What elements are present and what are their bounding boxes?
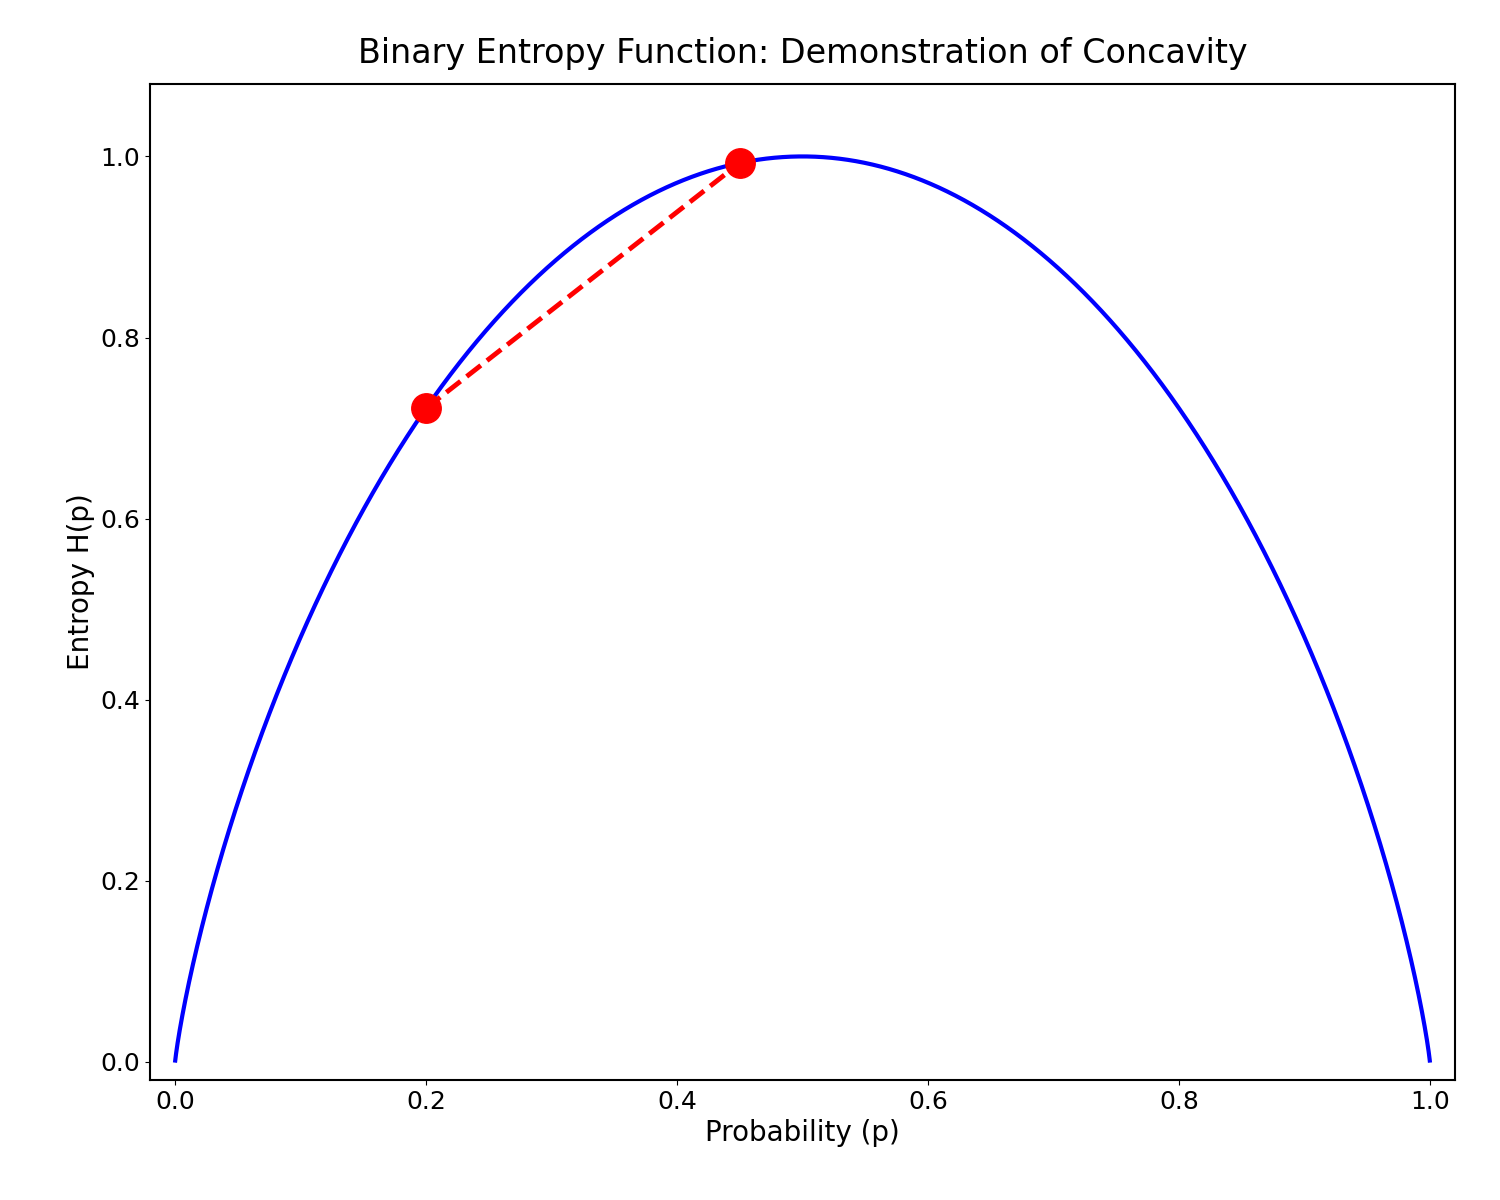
Point [414, 398, 438, 418]
X-axis label: Probability (p): Probability (p) [705, 1120, 900, 1147]
Title: Binary Entropy Function: Demonstration of Concavity: Binary Entropy Function: Demonstration o… [357, 37, 1248, 70]
Y-axis label: Entropy H(p): Entropy H(p) [68, 493, 94, 671]
Point [728, 154, 752, 173]
